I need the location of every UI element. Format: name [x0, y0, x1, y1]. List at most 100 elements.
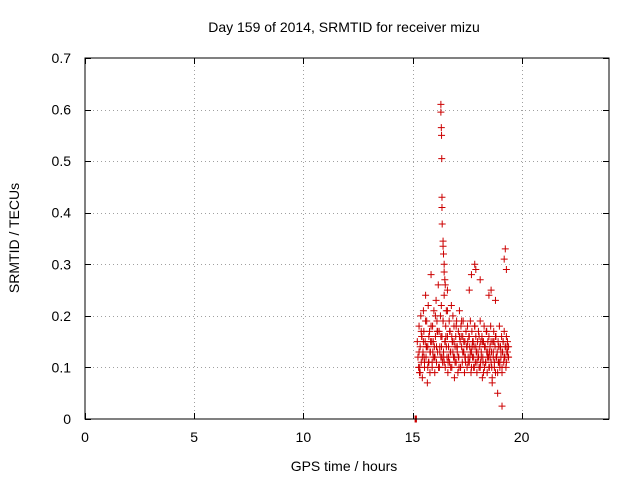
data-point — [413, 338, 421, 346]
data-point — [420, 353, 428, 361]
data-point — [502, 358, 510, 366]
data-point — [466, 317, 474, 325]
data-point — [491, 332, 499, 340]
data-point — [460, 369, 468, 377]
y-tick-label: 0.6 — [52, 102, 72, 118]
data-point — [422, 291, 430, 299]
data-point — [416, 363, 424, 371]
data-point — [485, 291, 493, 299]
data-point — [441, 338, 449, 346]
data-point — [443, 307, 451, 315]
data-point — [445, 317, 453, 325]
data-point — [495, 322, 503, 330]
data-point — [438, 193, 446, 201]
data-point — [458, 317, 466, 325]
data-point — [468, 327, 476, 335]
data-point — [455, 307, 463, 315]
data-point — [441, 281, 449, 289]
data-point — [452, 322, 460, 330]
data-point — [415, 322, 423, 330]
y-tick-label: 0.2 — [52, 308, 72, 324]
y-tick-label: 0.3 — [52, 256, 72, 272]
data-point — [431, 312, 439, 320]
data-point — [419, 307, 427, 315]
data-point — [457, 332, 465, 340]
data-point — [478, 374, 486, 382]
x-tick-label: 10 — [296, 429, 312, 445]
data-point — [438, 204, 446, 212]
data-point — [438, 343, 446, 351]
data-point — [434, 281, 442, 289]
data-point — [431, 369, 439, 377]
data-point — [483, 327, 491, 335]
data-point — [440, 353, 448, 361]
data-point — [429, 348, 437, 356]
data-point — [454, 369, 462, 377]
data-point — [418, 332, 426, 340]
data-point — [424, 358, 432, 366]
data-point — [449, 312, 457, 320]
data-point — [475, 332, 483, 340]
data-point — [427, 271, 435, 279]
data-point — [476, 363, 484, 371]
data-point — [447, 363, 455, 371]
data-point — [473, 369, 481, 377]
y-tick-label: 0.5 — [52, 153, 72, 169]
data-point — [481, 343, 489, 351]
data-point — [425, 332, 433, 340]
data-point — [422, 343, 430, 351]
data-point — [447, 302, 455, 310]
data-point — [494, 358, 502, 366]
y-axis-label: SRMTID / TECUs — [6, 183, 22, 293]
y-tick-labels: 0 0.1 0.2 0.3 0.4 0.5 0.6 0.7 — [52, 50, 72, 427]
data-point — [454, 327, 462, 335]
data-point — [433, 327, 441, 335]
data-point — [435, 363, 443, 371]
data-point — [438, 220, 446, 228]
data-point — [442, 322, 450, 330]
data-point — [491, 296, 499, 304]
data-point — [464, 338, 472, 346]
plot-frame — [84, 57, 610, 420]
data-point — [433, 317, 441, 325]
data-point — [419, 338, 427, 346]
data-point — [494, 369, 502, 377]
data-point — [438, 155, 446, 163]
x-tick-label: 5 — [190, 429, 198, 445]
data-point — [448, 332, 456, 340]
data-point — [490, 338, 498, 346]
data-point — [471, 260, 479, 268]
data-point — [465, 286, 473, 294]
data-point — [440, 268, 448, 276]
data-point — [462, 358, 470, 366]
data-point — [442, 332, 450, 340]
data-point — [436, 348, 444, 356]
data-point — [498, 402, 506, 410]
data-point — [462, 327, 470, 335]
data-point — [479, 369, 487, 377]
data-point — [448, 338, 456, 346]
data-point — [498, 363, 506, 371]
data-point — [480, 322, 488, 330]
data-point — [418, 374, 426, 382]
data-point — [439, 242, 447, 250]
data-point — [415, 348, 423, 356]
y-tick-label: 0.4 — [52, 205, 72, 221]
data-point — [476, 317, 484, 325]
data-point — [424, 302, 432, 310]
data-point — [502, 332, 510, 340]
data-point — [440, 250, 448, 258]
data-point — [437, 108, 445, 116]
y-tick-label: 0.1 — [52, 359, 72, 375]
data-point — [432, 296, 440, 304]
data-point — [499, 338, 507, 346]
data-point — [485, 332, 493, 340]
data-point — [477, 338, 485, 346]
data-point — [426, 327, 434, 335]
data-point — [483, 353, 491, 361]
x-tick-label: 15 — [405, 429, 421, 445]
data-point — [431, 353, 439, 361]
data-point — [501, 245, 509, 253]
data-point — [486, 348, 494, 356]
data-point — [487, 286, 495, 294]
